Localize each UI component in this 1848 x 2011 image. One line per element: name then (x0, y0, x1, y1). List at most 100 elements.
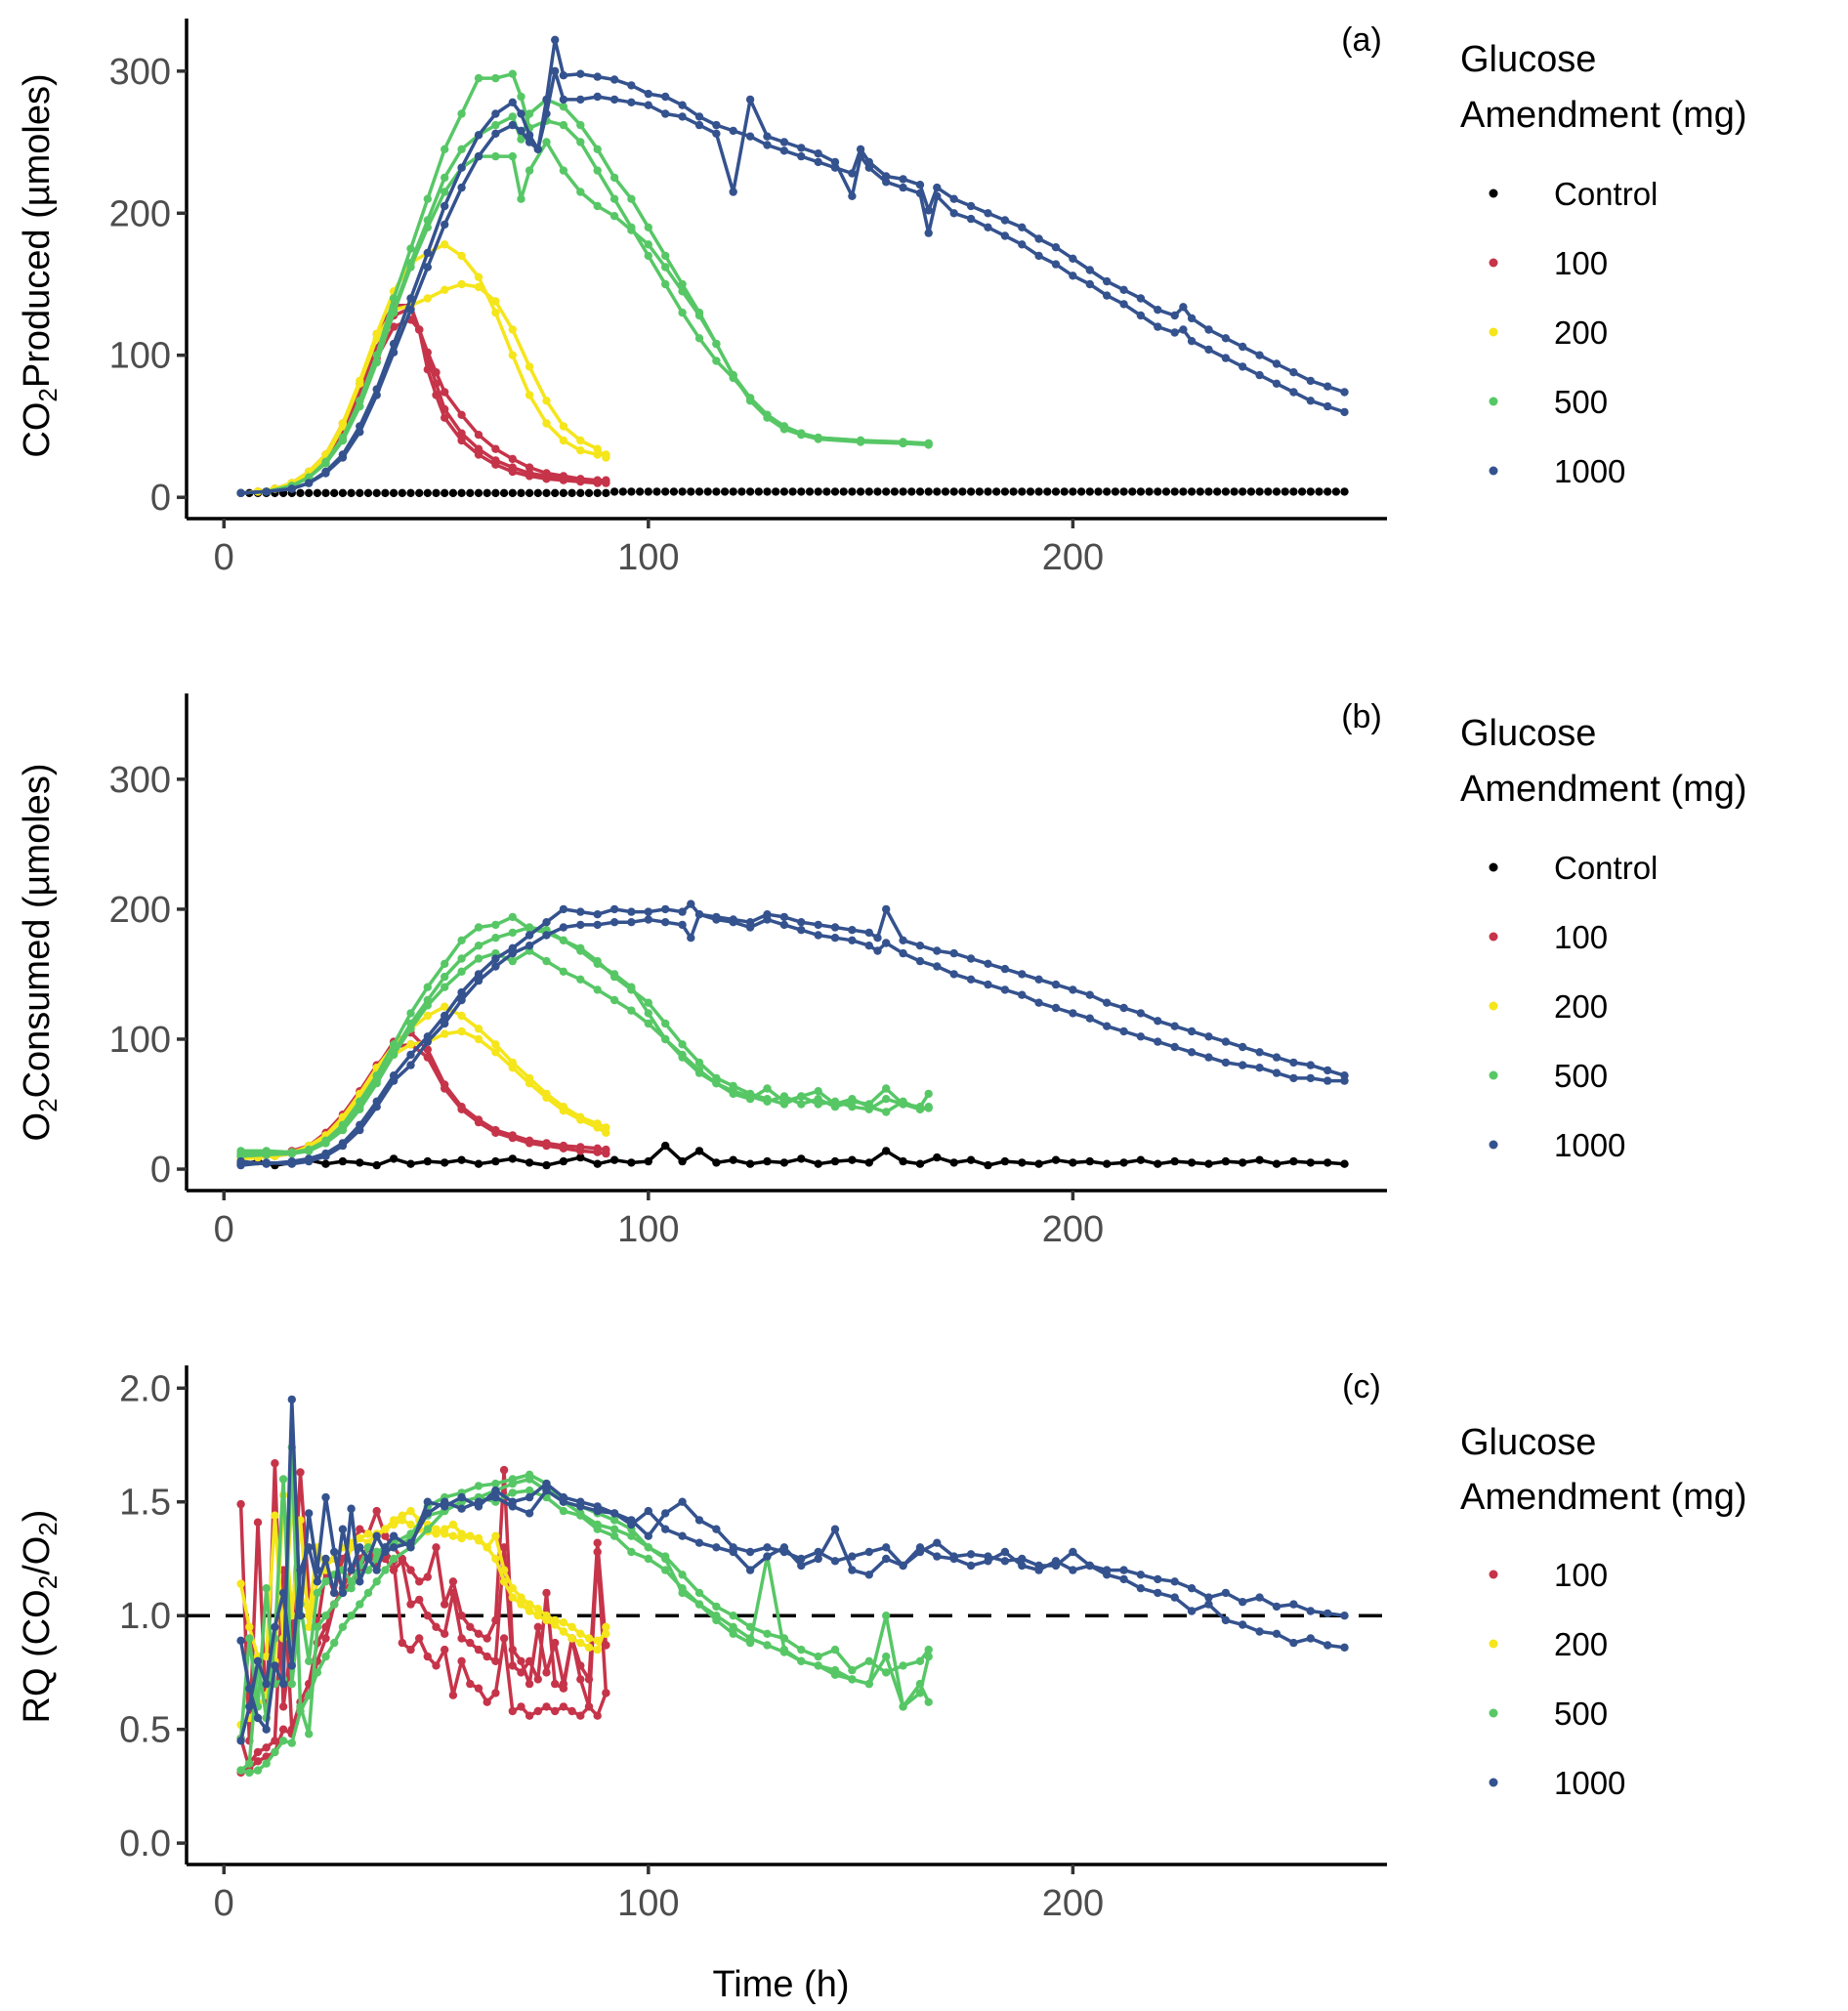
data-point (627, 226, 636, 234)
data-point (474, 1482, 483, 1490)
data-point (1239, 487, 1247, 496)
data-point (457, 251, 466, 261)
data-point (372, 357, 381, 367)
y-axis-title: O2Consumed (µmoles) (17, 764, 63, 1142)
x-tick-label: 100 (617, 1209, 679, 1250)
data-point (924, 487, 933, 496)
legend-entry: 500 (1489, 1058, 1608, 1094)
data-point (882, 1668, 891, 1677)
data-point (330, 1638, 339, 1648)
data-point (1103, 1571, 1112, 1579)
data-point (899, 183, 907, 192)
data-point (1187, 1026, 1197, 1036)
data-point (745, 132, 755, 141)
data-point (763, 1552, 772, 1561)
data-point (1000, 1557, 1010, 1566)
data-point (491, 1656, 500, 1666)
data-point (933, 183, 942, 192)
data-point (779, 912, 789, 922)
series-1000-rep1 (236, 1395, 1349, 1734)
data-point (609, 212, 619, 221)
data-point (737, 487, 746, 496)
data-point (627, 81, 636, 90)
data-point (287, 1679, 296, 1689)
data-point (441, 188, 449, 196)
data-point (933, 1552, 942, 1561)
data-point (499, 1577, 509, 1586)
data-point (1103, 291, 1112, 300)
data-point (644, 251, 652, 261)
data-point (441, 1645, 449, 1655)
data-point (797, 487, 806, 496)
data-point (457, 1612, 466, 1620)
data-point (661, 1525, 670, 1533)
data-point (1018, 1561, 1027, 1571)
data-point (406, 488, 415, 497)
data-point (687, 487, 695, 496)
data-point (474, 1034, 483, 1044)
data-point (593, 1711, 602, 1720)
data-point (474, 282, 483, 292)
data-point (1323, 1641, 1332, 1650)
data-point (915, 942, 925, 950)
data-point (356, 488, 364, 497)
data-point (533, 145, 542, 153)
data-point (525, 1679, 534, 1689)
data-point (966, 214, 976, 224)
data-point (729, 1622, 737, 1632)
data-point (907, 487, 916, 496)
data-point (321, 1577, 330, 1586)
data-point (745, 1159, 755, 1168)
data-point (1170, 328, 1179, 337)
data-point (609, 1516, 619, 1525)
data-point (423, 223, 432, 231)
data-point (474, 1533, 483, 1543)
data-point (1069, 487, 1077, 496)
data-point (542, 1093, 551, 1103)
data-point (474, 272, 483, 281)
data-point (491, 488, 500, 497)
panel-c: 0.0 0.5 1.0 1.5 2.0 0 100 200 RQ (CO2/O2) Time (h… (17, 1365, 1747, 2005)
data-point (576, 475, 585, 483)
data-point (1272, 359, 1281, 368)
data-point (517, 1668, 525, 1677)
y-tick-label: 200 (109, 193, 171, 234)
series-500-rep3 (236, 138, 933, 497)
legend-entry: 100 (1489, 245, 1608, 281)
data-point (627, 918, 636, 927)
data-point (1170, 1577, 1179, 1586)
data-point (576, 1629, 585, 1639)
data-point (313, 1622, 322, 1632)
data-point (525, 931, 534, 940)
data-point (729, 1547, 737, 1557)
data-point (398, 488, 406, 497)
data-point (814, 149, 822, 158)
data-point (949, 209, 958, 218)
data-point (1170, 487, 1179, 496)
data-point (797, 1656, 806, 1666)
data-point (262, 1151, 271, 1159)
series-line (240, 1144, 1345, 1167)
data-point (372, 1506, 381, 1516)
series-1000-rep2 (236, 1486, 1349, 1745)
data-point (763, 1641, 772, 1650)
data-point (491, 109, 500, 118)
data-point (423, 1001, 432, 1010)
legend-entry: 1000 (1489, 1127, 1625, 1163)
data-point (517, 135, 525, 144)
data-point (949, 1158, 958, 1167)
data-point (389, 1543, 399, 1552)
data-point (694, 1538, 704, 1547)
data-point (924, 1697, 933, 1706)
data-point (890, 487, 900, 496)
data-point (441, 1600, 449, 1609)
data-point (1272, 1602, 1281, 1612)
data-point (1069, 272, 1077, 280)
data-point (1340, 388, 1349, 397)
legend-label: Control (1554, 176, 1658, 212)
data-point (551, 1679, 560, 1689)
data-point (491, 1128, 500, 1138)
data-point (576, 1502, 585, 1511)
data-point (1289, 1073, 1298, 1083)
data-point (779, 138, 789, 147)
